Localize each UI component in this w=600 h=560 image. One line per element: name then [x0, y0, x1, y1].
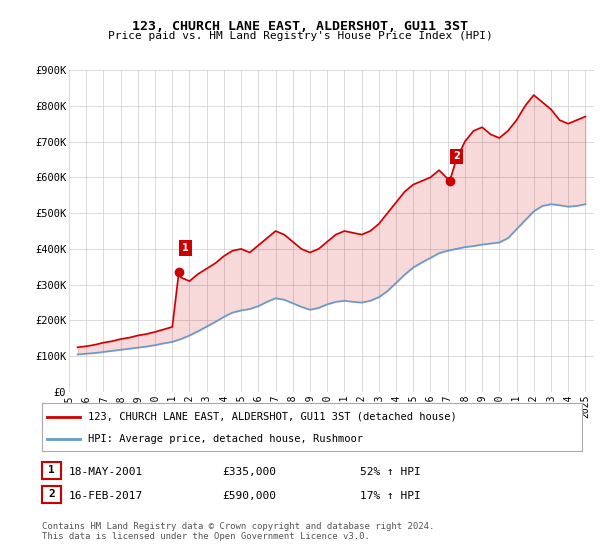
Text: £590,000: £590,000	[222, 491, 276, 501]
Text: 2: 2	[453, 151, 460, 161]
Text: 123, CHURCH LANE EAST, ALDERSHOT, GU11 3ST: 123, CHURCH LANE EAST, ALDERSHOT, GU11 3…	[132, 20, 468, 32]
Text: 52% ↑ HPI: 52% ↑ HPI	[360, 466, 421, 477]
Text: 17% ↑ HPI: 17% ↑ HPI	[360, 491, 421, 501]
Text: 1: 1	[182, 242, 189, 253]
Text: Contains HM Land Registry data © Crown copyright and database right 2024.
This d: Contains HM Land Registry data © Crown c…	[42, 522, 434, 542]
Text: 2: 2	[48, 489, 55, 500]
Text: 1: 1	[48, 465, 55, 475]
Text: 18-MAY-2001: 18-MAY-2001	[69, 466, 143, 477]
Text: £335,000: £335,000	[222, 466, 276, 477]
Text: HPI: Average price, detached house, Rushmoor: HPI: Average price, detached house, Rush…	[88, 434, 363, 444]
Text: 16-FEB-2017: 16-FEB-2017	[69, 491, 143, 501]
Text: Price paid vs. HM Land Registry's House Price Index (HPI): Price paid vs. HM Land Registry's House …	[107, 31, 493, 41]
Text: 123, CHURCH LANE EAST, ALDERSHOT, GU11 3ST (detached house): 123, CHURCH LANE EAST, ALDERSHOT, GU11 3…	[88, 412, 457, 422]
